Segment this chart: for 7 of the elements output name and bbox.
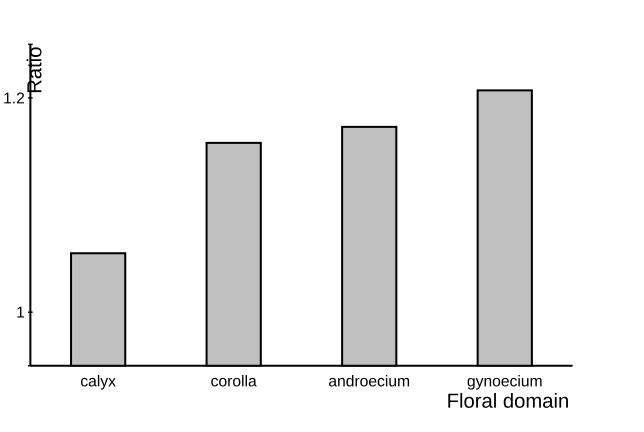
- x-tick-label: corolla: [211, 374, 257, 386]
- y-tick-label: 1: [17, 306, 24, 318]
- x-tick-label: androecium: [329, 374, 410, 386]
- x-axis-title: Floral domain: [448, 392, 568, 408]
- x-tick-label: gynoecium: [468, 374, 542, 390]
- y-tick-label: 1.2: [4, 92, 24, 104]
- x-tick-label: calyx: [80, 374, 116, 390]
